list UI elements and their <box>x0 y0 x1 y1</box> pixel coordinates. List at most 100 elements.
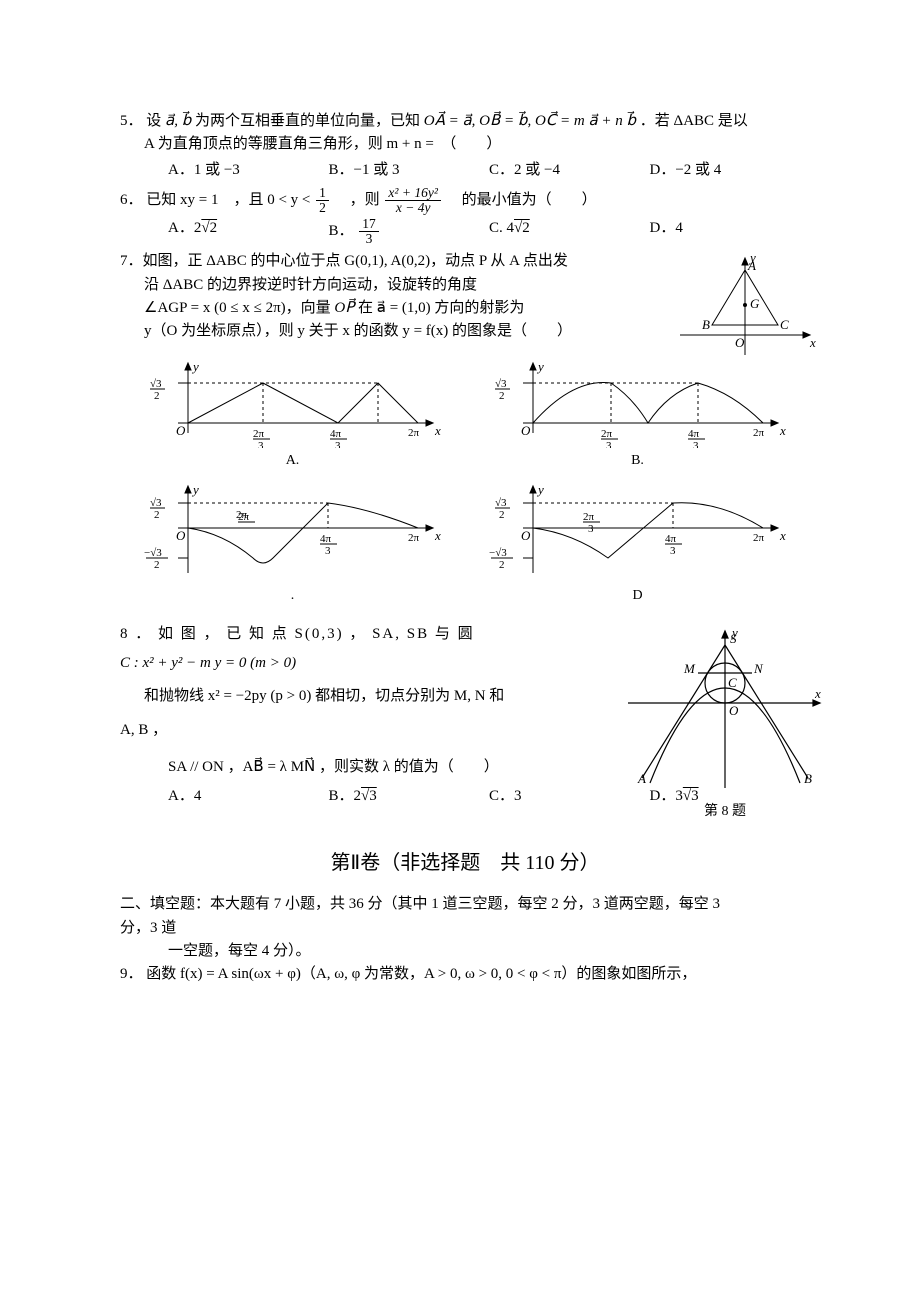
q7-graphs: √32 O y x 2π3 4π3 2π A. <box>120 353 810 612</box>
q7-graph-c: √32 −√32 O y x 2π3 2π 4π3 2π . <box>120 478 465 613</box>
svg-text:3: 3 <box>335 440 341 448</box>
svg-text:2: 2 <box>499 390 505 402</box>
q6-num: 6． <box>120 192 143 208</box>
fill-l1: 二、填空题：本大题有 7 小题，共 36 分（其中 1 道三空题，每空 2 分，… <box>120 893 810 916</box>
q6-opt-a: A．2√2 <box>168 217 329 246</box>
svg-text:−√3: −√3 <box>489 547 507 559</box>
question-9: 9． 函数 f(x) = A sin(ωx + φ)（A, ω, φ 为常数，A… <box>120 963 810 986</box>
svg-text:√3: √3 <box>495 497 507 509</box>
q5-vec-ab: a⃗, b⃗ <box>165 113 191 129</box>
svg-text:C: C <box>728 675 737 690</box>
svg-text:B: B <box>702 317 710 332</box>
q5-opt-a: A．1 或 −3 <box>168 159 329 182</box>
q5-line1: 5． 设 a⃗, b⃗ 为两个互相垂直的单位向量，已知 OA⃗ = a⃗, OB… <box>120 110 810 133</box>
q8-l3: 和抛物线 x² = −2py (p > 0) 都相切，切点分别为 M, N 和 <box>120 685 600 708</box>
svg-text:4π: 4π <box>665 533 677 545</box>
q6-opt-d: D．4 <box>650 217 811 246</box>
svg-text:2π: 2π <box>753 532 765 544</box>
q8-caption: 第 8 题 <box>620 801 830 823</box>
svg-text:O: O <box>176 528 186 543</box>
svg-text:x: x <box>779 528 786 543</box>
question-6: 6． 已知 xy = 1 ，且 0 < y < 1 2 ，则 x² + 16y²… <box>120 186 810 247</box>
svg-text:x: x <box>434 423 441 438</box>
q8-opt-a: A．4 <box>168 785 329 808</box>
svg-text:O: O <box>521 528 531 543</box>
q8-figure-block: S M N C O A B x y 第 8 题 <box>620 623 830 823</box>
q5-line2: A 为直角顶点的等腰直角三角形，则 m + n = （ ） <box>120 133 810 156</box>
svg-text:2π: 2π <box>408 427 420 439</box>
q6-options: A．2√2 B． 17 3 C. 4√2 D．4 <box>120 217 810 246</box>
q5-eqs: OA⃗ = a⃗, OB⃗ = b⃗, OC⃗ = m a⃗ + n b⃗ <box>424 113 636 129</box>
svg-text:3: 3 <box>325 545 331 557</box>
svg-text:2π: 2π <box>408 532 420 544</box>
svg-text:O: O <box>176 423 186 438</box>
svg-text:4π: 4π <box>320 533 332 545</box>
q8-l1: 8 ． 如 图 ， 已 知 点 S(0,3) ， SA, SB 与 圆 <box>120 623 600 646</box>
q5-opt-c: C．2 或 −4 <box>489 159 650 182</box>
question-5: 5． 设 a⃗, b⃗ 为两个互相垂直的单位向量，已知 OA⃗ = a⃗, OB… <box>120 110 810 182</box>
svg-text:4π: 4π <box>330 428 342 440</box>
q7-l2: 沿 ΔABC 的边界按逆时针方向运动，设旋转的角度 <box>120 274 660 297</box>
svg-text:2: 2 <box>154 390 160 402</box>
svg-text:−√3: −√3 <box>144 547 162 559</box>
svg-text:O: O <box>729 703 739 718</box>
svg-text:2π: 2π <box>601 428 613 440</box>
q6-opt-c: C. 4√2 <box>489 217 650 246</box>
svg-text:√3: √3 <box>495 378 507 390</box>
q7-triangle-figure: A B C G O x y <box>670 250 820 365</box>
svg-text:√3: √3 <box>150 378 162 390</box>
q8-l4: A, B ， <box>120 719 600 742</box>
svg-text:y: y <box>536 482 544 497</box>
svg-text:2: 2 <box>154 509 160 521</box>
svg-text:3: 3 <box>588 523 594 535</box>
svg-text:2π: 2π <box>753 427 765 439</box>
q8-opt-b: B．2√3 <box>329 785 490 808</box>
svg-text:3: 3 <box>606 440 612 448</box>
svg-text:2π: 2π <box>583 511 595 523</box>
svg-text:G: G <box>750 296 760 311</box>
svg-text:M: M <box>683 661 696 676</box>
question-8: 8 ． 如 图 ， 已 知 点 S(0,3) ， SA, SB 与 圆 C : … <box>120 623 810 809</box>
q5-opt-d: D．−2 或 4 <box>650 159 811 182</box>
svg-text:x: x <box>779 423 786 438</box>
q6-half: 1 2 <box>316 186 329 215</box>
svg-text:y: y <box>730 625 738 640</box>
svg-text:y: y <box>191 359 199 374</box>
q5-options: A．1 或 −3 B．−1 或 3 C．2 或 −4 D．−2 或 4 <box>120 159 810 182</box>
q7-graph-a: √32 O y x 2π3 4π3 2π A. <box>120 353 465 478</box>
svg-text:3: 3 <box>693 440 699 448</box>
q6-main-frac: x² + 16y² x − 4y <box>385 186 440 215</box>
q7-graph-b: √32 O y x 2π3 4π3 2π B. <box>465 353 810 478</box>
svg-text:2: 2 <box>499 559 505 571</box>
fill-l3: 一空题，每空 4 分）。 <box>120 940 810 963</box>
svg-text:y: y <box>748 250 756 265</box>
svg-text:√3: √3 <box>150 497 162 509</box>
q7-l1: 7．如图，正 ΔABC 的中心位于点 G(0,1), A(0,2)，动点 P 从… <box>120 250 660 273</box>
q9-num: 9． <box>120 966 143 982</box>
q6-opt-b: B． 17 3 <box>329 217 490 246</box>
svg-text:x: x <box>814 686 821 701</box>
q6-line1: 6． 已知 xy = 1 ，且 0 < y < 1 2 ，则 x² + 16y²… <box>120 186 810 215</box>
q7-l3: ∠AGP = x (0 ≤ x ≤ 2π)，向量 OP⃗ 在 a⃗ = (1,0… <box>120 297 660 320</box>
svg-text:A: A <box>637 771 646 786</box>
svg-text:C: C <box>780 317 789 332</box>
svg-text:4π: 4π <box>688 428 700 440</box>
svg-text:2π: 2π <box>253 428 265 440</box>
svg-text:y: y <box>536 359 544 374</box>
svg-text:O: O <box>521 423 531 438</box>
svg-text:x: x <box>434 528 441 543</box>
q8-figure: S M N C O A B x y <box>620 623 830 793</box>
svg-text:2π: 2π <box>236 509 248 521</box>
q9-text: 函数 f(x) = A sin(ωx + φ)（A, ω, φ 为常数，A > … <box>146 966 696 982</box>
fill-in-instructions: 二、填空题：本大题有 7 小题，共 36 分（其中 1 道三空题，每空 2 分，… <box>120 893 810 963</box>
svg-text:N: N <box>753 661 764 676</box>
svg-text:2: 2 <box>499 509 505 521</box>
question-7: 7．如图，正 ΔABC 的中心位于点 G(0,1), A(0,2)，动点 P 从… <box>120 250 810 612</box>
q7-l4: y（O 为坐标原点），则 y 关于 x 的函数 y = f(x) 的图象是（ ） <box>120 320 660 343</box>
svg-text:3: 3 <box>258 440 264 448</box>
q8-eq1: C : x² + y² − m y = 0 (m > 0) <box>120 652 600 675</box>
exam-page: 5． 设 a⃗, b⃗ 为两个互相垂直的单位向量，已知 OA⃗ = a⃗, OB… <box>0 0 920 1302</box>
svg-text:y: y <box>191 482 199 497</box>
svg-text:3: 3 <box>670 545 676 557</box>
svg-text:x: x <box>809 335 816 350</box>
